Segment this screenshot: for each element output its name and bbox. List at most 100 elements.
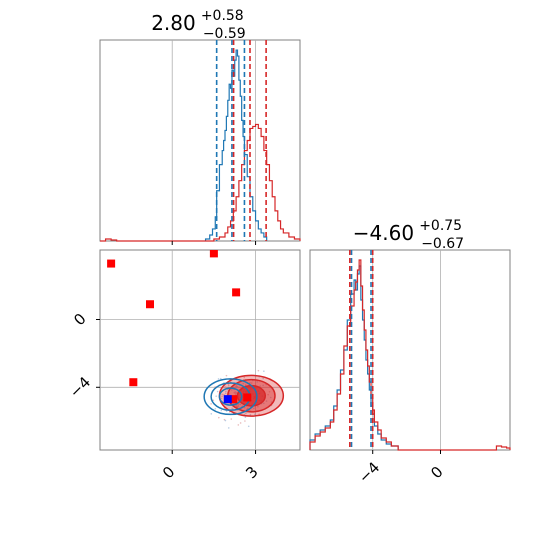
- sample-dot: [210, 403, 212, 405]
- sample-dot: [219, 386, 222, 389]
- sample-dot: [259, 385, 262, 387]
- sample-dot: [244, 416, 247, 419]
- marker-square: [209, 250, 218, 258]
- marker-square: [232, 288, 241, 297]
- sample-dot: [227, 388, 229, 391]
- sample-dot: [239, 422, 242, 424]
- sample-dot: [238, 403, 240, 405]
- sample-dot: [269, 396, 272, 399]
- sample-dot: [262, 377, 265, 380]
- sample-dot: [250, 382, 253, 384]
- tick-marks: [372, 450, 442, 454]
- quantile-lines: [349, 250, 374, 450]
- marker-square: [223, 395, 232, 404]
- sample-dot: [237, 424, 240, 426]
- sample-dot: [221, 395, 223, 398]
- sample-dot: [218, 416, 220, 419]
- sample-dot: [262, 384, 264, 387]
- histogram-series: [204, 49, 268, 241]
- density-contours: [203, 374, 285, 417]
- sample-dot: [243, 406, 246, 409]
- contour-level: [218, 387, 243, 406]
- title-value: 2.80: [151, 11, 196, 35]
- histogram-series: [309, 259, 511, 451]
- tick-marks: [96, 318, 257, 454]
- sample-dot: [270, 401, 273, 403]
- sample-dot: [223, 393, 225, 396]
- sample-dot: [235, 405, 238, 408]
- sample-dot: [257, 369, 260, 372]
- sample-dot: [265, 400, 268, 402]
- x-tick-label: 0: [159, 463, 178, 482]
- sample-dot: [263, 370, 265, 372]
- sample-dot: [243, 376, 246, 379]
- sample-dot: [263, 402, 265, 405]
- sample-dot: [257, 405, 259, 408]
- sample-dot: [224, 392, 227, 395]
- sample-dot: [237, 405, 240, 407]
- contour-level: [203, 378, 258, 416]
- marginal-histogram-param1: 2.80 +0.58 −0.59: [99, 5, 301, 245]
- sample-dot: [242, 382, 245, 385]
- sample-dot: [267, 393, 269, 396]
- gridlines: [171, 40, 256, 241]
- sample-dot: [217, 378, 220, 380]
- x-tick-label: 0: [427, 463, 446, 482]
- sample-dot: [234, 391, 237, 393]
- sample-dot: [244, 384, 247, 386]
- marker-square: [243, 393, 252, 402]
- sample-dot: [227, 427, 230, 429]
- marginal-histogram-param2: −4 0 −4.60 +0.75 −0.67: [309, 215, 511, 487]
- sample-dot: [249, 413, 252, 416]
- panel-title: 2.80 +0.58 −0.59: [151, 5, 249, 42]
- sample-dot: [220, 377, 222, 380]
- sample-dot: [210, 413, 213, 415]
- title-upper-error: +0.75: [419, 218, 462, 234]
- tick-marks: [171, 241, 257, 245]
- panel-title: −4.60 +0.75 −0.67: [353, 215, 467, 252]
- marker-points: [107, 250, 252, 404]
- sample-dot: [253, 407, 255, 410]
- sample-dot: [230, 389, 233, 391]
- sample-dot: [244, 420, 246, 422]
- sample-dot: [216, 390, 219, 393]
- y-tick-label: −4: [66, 373, 94, 401]
- marker-square: [129, 378, 138, 387]
- sample-dot: [225, 374, 228, 377]
- x-tick-label: −4: [355, 458, 383, 486]
- x-tick-labels: −4 0: [355, 458, 447, 486]
- sample-dot: [230, 418, 233, 420]
- sample-dot: [225, 390, 227, 393]
- y-tick-label: 0: [70, 310, 89, 329]
- quantile-lines: [215, 40, 267, 241]
- sample-dot: [258, 413, 260, 415]
- sample-dot: [236, 385, 239, 388]
- sample-dot: [246, 407, 249, 410]
- x-tick-label: 3: [242, 463, 261, 482]
- sample-dot: [215, 395, 218, 397]
- title-lower-error: −0.59: [203, 26, 246, 42]
- title-upper-error: +0.58: [201, 8, 244, 24]
- panel-frame: [99, 39, 301, 242]
- sample-dot: [239, 403, 242, 406]
- sample-dot: [224, 386, 226, 388]
- sample-dot: [249, 382, 251, 384]
- sample-dot: [245, 412, 247, 415]
- marker-square: [146, 300, 154, 309]
- sample-dot: [224, 419, 227, 422]
- sample-dot: [247, 425, 250, 428]
- marker-square: [107, 259, 116, 268]
- marker-square: [229, 395, 238, 404]
- sample-dot: [221, 393, 224, 396]
- sample-dot: [214, 407, 217, 410]
- title-lower-error: −0.67: [421, 236, 464, 252]
- sample-dot: [220, 409, 223, 412]
- y-tick-labels: 0 −4: [66, 310, 94, 402]
- sample-dot: [254, 413, 256, 416]
- panel-frame: [309, 249, 511, 451]
- panel-frame: [99, 249, 301, 451]
- sample-dot: [220, 397, 223, 400]
